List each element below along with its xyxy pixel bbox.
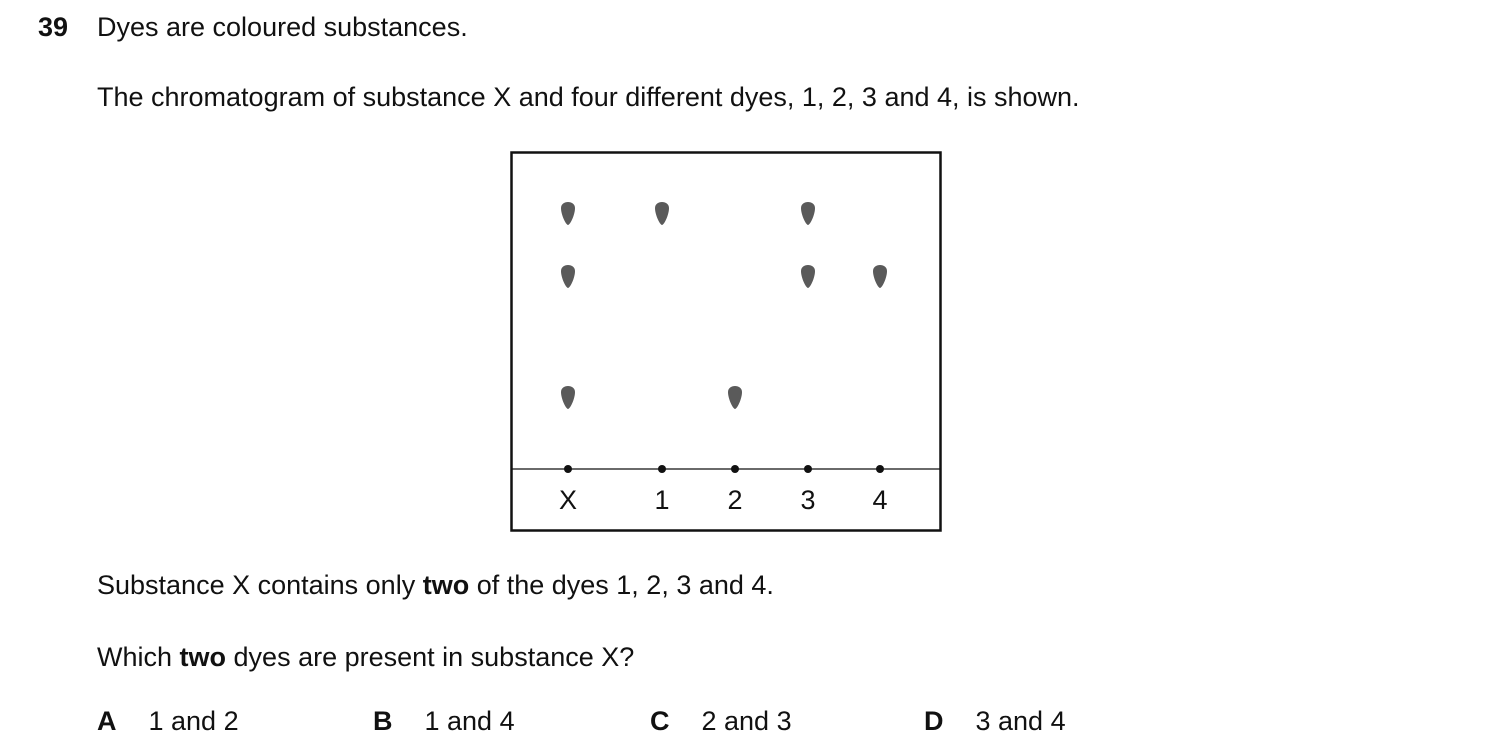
origin-dot [804,465,812,473]
option-text: 2 and 3 [701,706,792,736]
option-c[interactable]: C 2 and 3 [650,708,792,735]
option-text: 1 and 4 [424,706,515,736]
option-letter: C [650,706,670,736]
question-number: 39 [38,12,69,42]
dye-spot [728,386,742,409]
chromatography-paper [510,151,942,532]
question-description: The chromatogram of substance X and four… [97,82,1080,112]
option-text: 1 and 2 [148,706,239,736]
option-text: 3 and 4 [975,706,1066,736]
option-b[interactable]: B 1 and 4 [373,708,515,735]
question-intro: Dyes are coloured substances. [97,12,468,42]
lane-label: 4 [872,485,887,515]
dye-spot [561,386,575,409]
origin-dot [658,465,666,473]
lane-label: 2 [727,485,742,515]
option-d[interactable]: D 3 and 4 [924,708,1066,735]
lane-label: X [559,485,577,515]
option-a[interactable]: A 1 and 2 [97,708,239,735]
dye-spot [873,265,887,288]
question-statement: Substance X contains only two of the dye… [97,570,774,600]
dye-spot [561,265,575,288]
dye-spot [561,202,575,225]
lane-label: 1 [654,485,669,515]
origin-dot [564,465,572,473]
dye-spot [801,265,815,288]
option-letter: B [373,706,393,736]
lane-label: 3 [800,485,815,515]
origin-dot [876,465,884,473]
origin-dot [731,465,739,473]
dye-spot [655,202,669,225]
question-prompt: Which two dyes are present in substance … [97,642,635,672]
option-letter: D [924,706,944,736]
option-letter: A [97,706,117,736]
dye-spot [801,202,815,225]
